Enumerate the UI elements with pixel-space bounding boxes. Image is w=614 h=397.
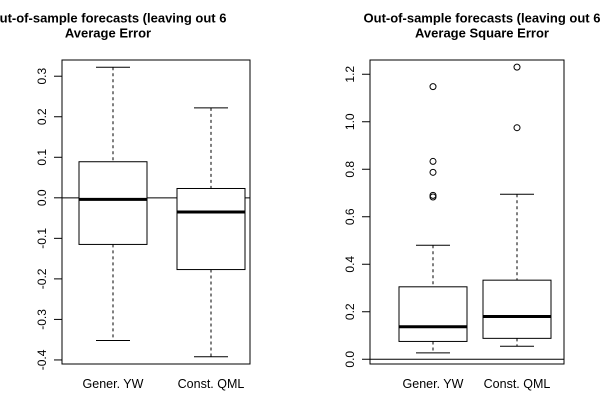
- category-label: Gener. YW: [83, 377, 144, 391]
- y-tick-label: 0.2: [35, 108, 49, 125]
- outlier-point: [429, 157, 437, 165]
- y-tick-label: 0.1: [35, 149, 49, 166]
- y-tick-label: 1.0: [343, 113, 357, 130]
- box-iqr: [398, 286, 468, 342]
- y-tick-label: -0.3: [35, 309, 49, 330]
- outlier-point: [429, 168, 437, 176]
- box-iqr: [176, 187, 246, 271]
- y-tick-label: -0.1: [35, 228, 49, 249]
- panel-average-error: Out-of-sample forecasts (leaving out 6Av…: [0, 11, 251, 391]
- outlier-point: [513, 63, 521, 71]
- y-tick-label: 0.0: [343, 351, 357, 368]
- y-tick-label: 0.3: [35, 68, 49, 85]
- y-tick-label: -0.4: [35, 349, 49, 370]
- plot-frame: [61, 59, 251, 365]
- y-tick-label: 0.0: [35, 189, 49, 206]
- outlier-point: [429, 83, 437, 91]
- category-label: Const. QML: [178, 377, 245, 391]
- box-iqr: [78, 161, 148, 245]
- category-label: Const. QML: [484, 377, 551, 391]
- y-tick-label: 0.6: [343, 208, 357, 225]
- y-tick-label: 0.4: [343, 256, 357, 273]
- outlier-point: [513, 124, 521, 132]
- y-tick-label: -0.2: [35, 268, 49, 289]
- chart-title-line: Average Error: [65, 26, 151, 41]
- chart-title-line: Out-of-sample forecasts (leaving out 6: [364, 11, 601, 26]
- outlier-point: [429, 191, 437, 199]
- y-tick-label: 0.2: [343, 303, 357, 320]
- chart-title-line: Out-of-sample forecasts (leaving out 6: [0, 11, 226, 26]
- panel-average-square-error: Out-of-sample forecasts (leaving out 6Av…: [343, 11, 600, 391]
- y-tick-label: 0.8: [343, 161, 357, 178]
- y-tick-label: 1.2: [343, 66, 357, 83]
- box-iqr: [482, 279, 552, 339]
- category-label: Gener. YW: [403, 377, 464, 391]
- chart-title-line: Average Square Error: [415, 26, 549, 41]
- plot-frame: [369, 59, 565, 365]
